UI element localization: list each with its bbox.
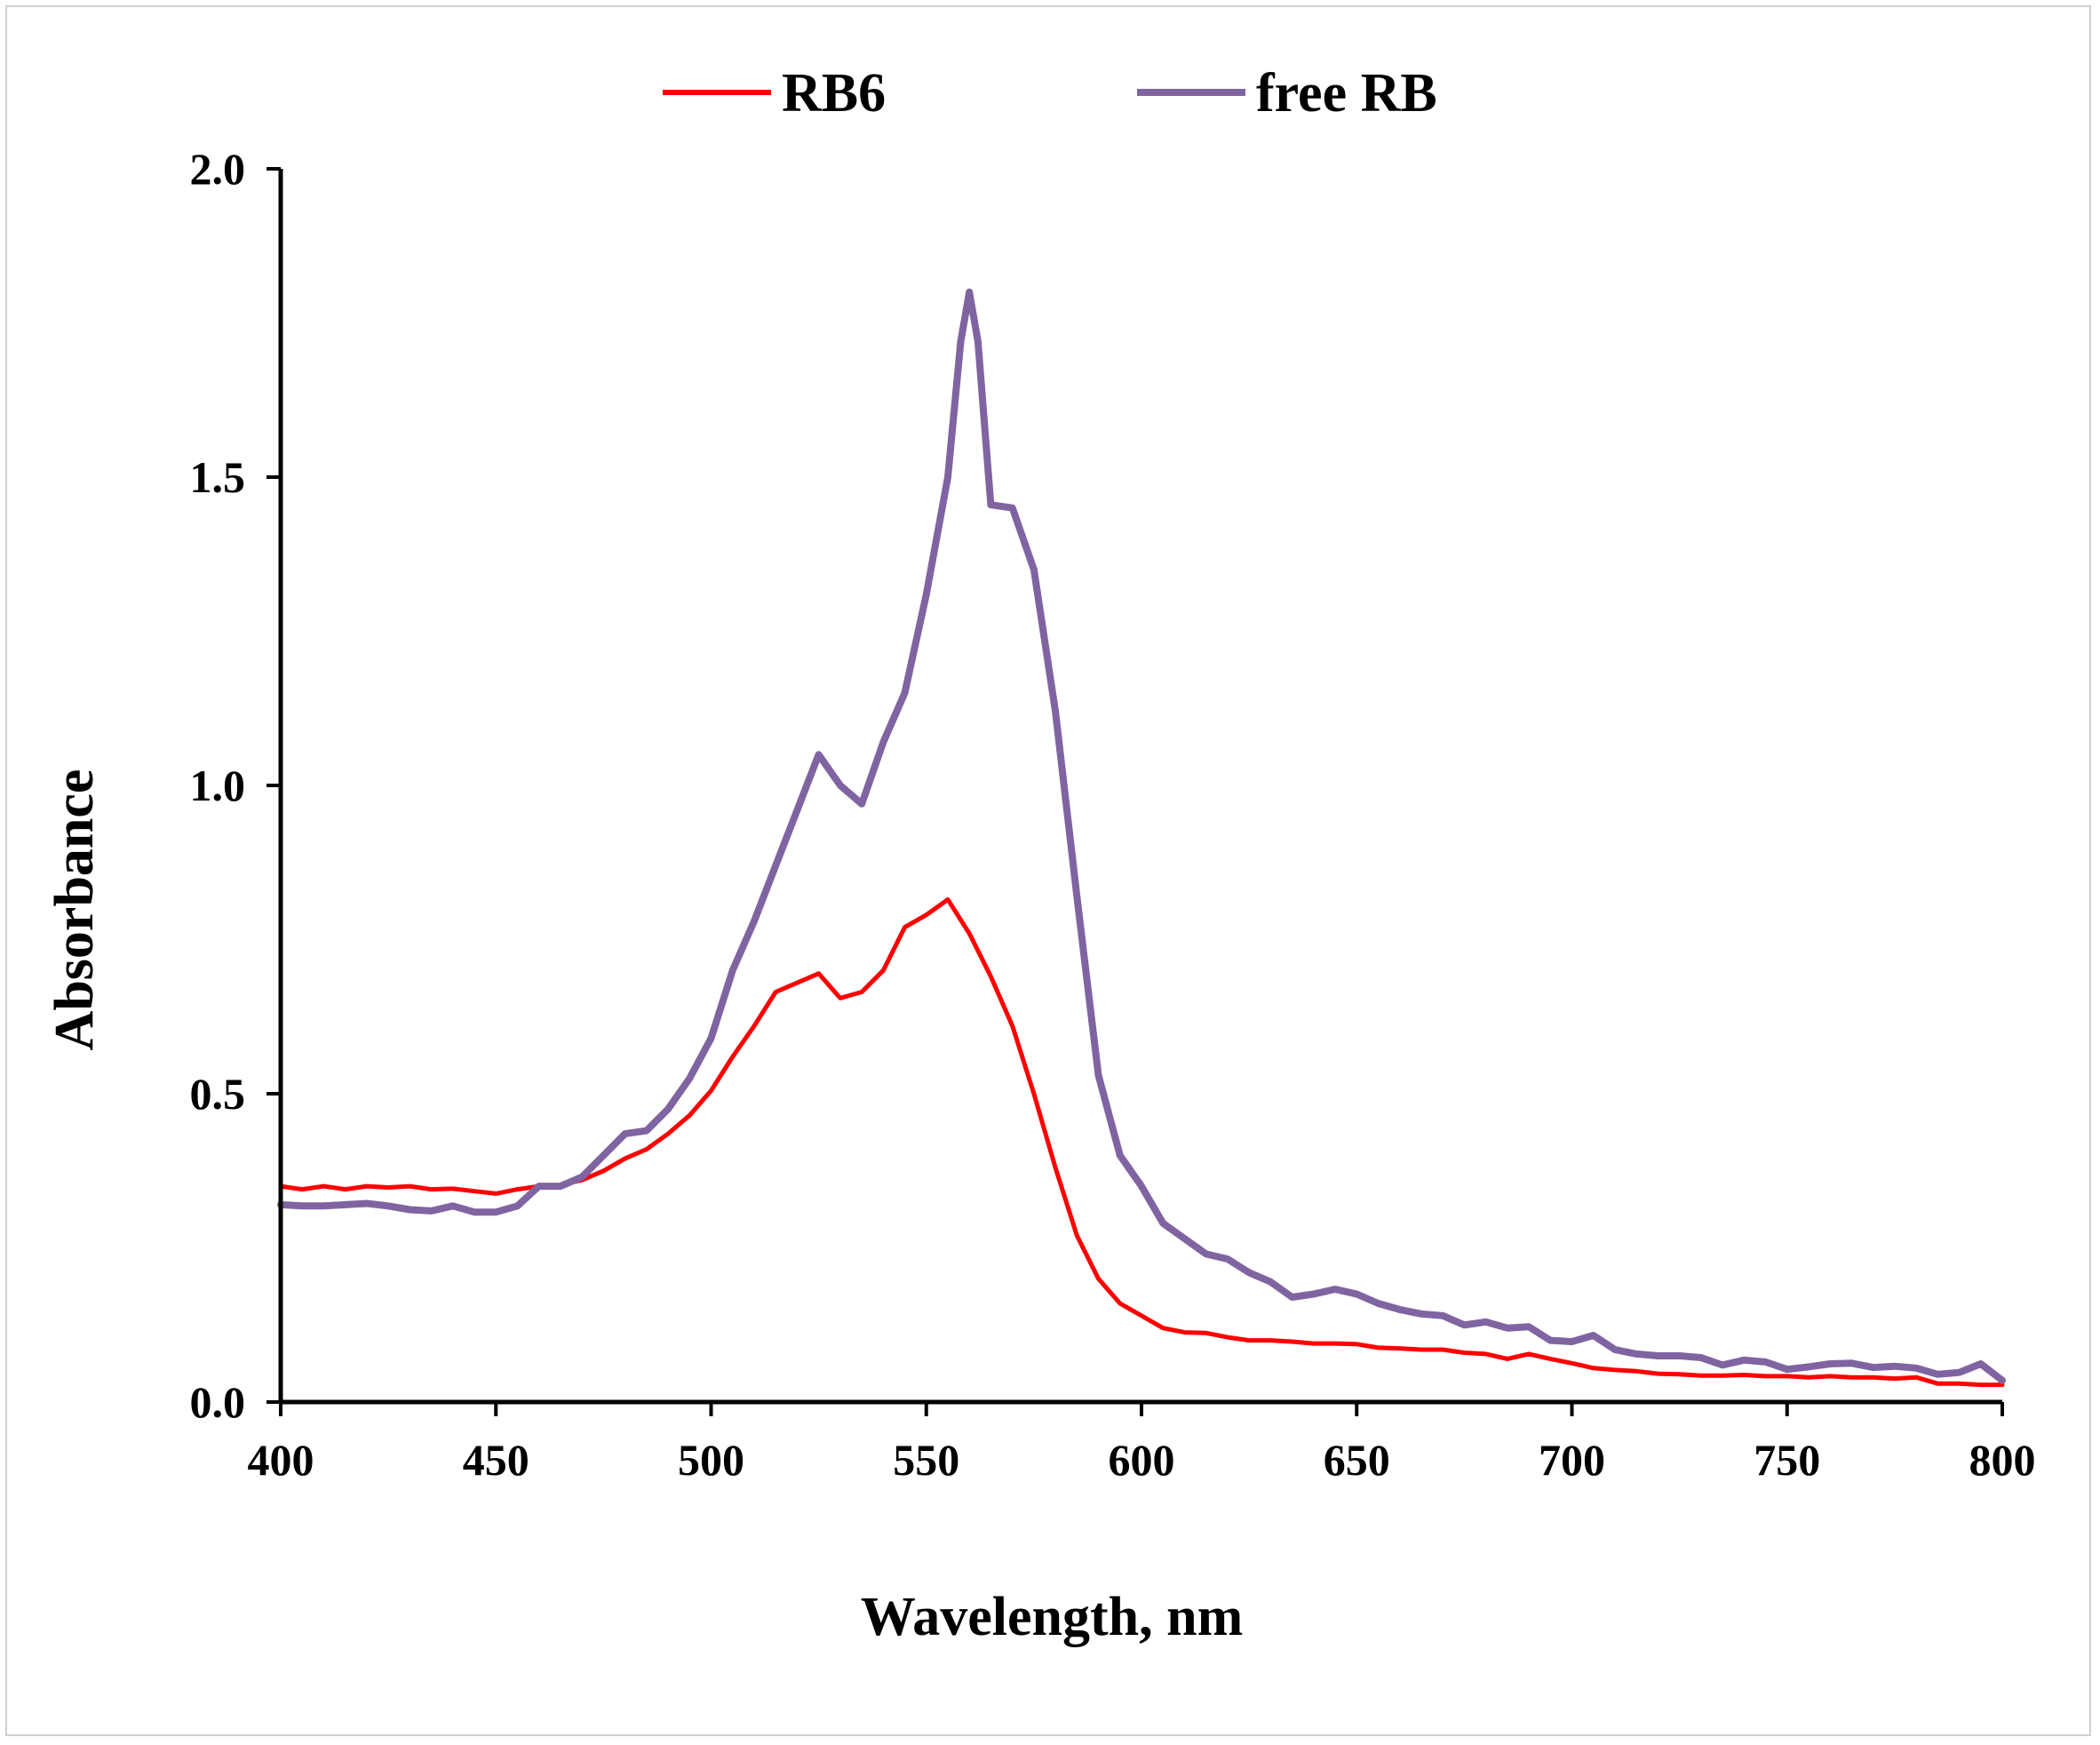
x-tick-label-500: 500: [678, 1435, 744, 1485]
y-tick-label-0.5: 0.5: [190, 1069, 246, 1119]
absorbance-chart: RB6 free RB 400 450 500 550 600 650 700 750 800 0…: [44, 63, 2036, 1647]
y-axis-title: Absorbance: [44, 769, 105, 1051]
x-tick-label-750: 750: [1754, 1435, 1820, 1485]
series-line-free-rb: [277, 288, 2006, 1384]
x-axis-title: Wavelength, nm: [861, 1587, 1244, 1647]
legend: RB6 free RB: [663, 63, 1437, 124]
x-tick-label-650: 650: [1324, 1435, 1390, 1485]
x-tick-label-800: 800: [1969, 1435, 2036, 1485]
x-tick-label-550: 550: [893, 1435, 959, 1485]
legend-label-rb6: RB6: [782, 63, 886, 124]
legend-label-free-rb: free RB: [1256, 63, 1437, 124]
y-tick-label-1.0: 1.0: [190, 761, 246, 810]
y-tick-label-2.0: 2.0: [190, 144, 246, 194]
x-tick-label-400: 400: [248, 1435, 314, 1485]
series-line-rb6: [278, 896, 2005, 1388]
plot-area: 400 450 500 550 600 650 700 750 800 0.0 0.5 1.0 1.5 2…: [190, 144, 2036, 1485]
chart-frame: RB6 free RB 400 450 500 550 600 650 700 750 800 0…: [5, 5, 2091, 1736]
x-tick-label-600: 600: [1109, 1435, 1175, 1485]
y-tick-label-1.5: 1.5: [190, 452, 246, 502]
y-tick-label-0.0: 0.0: [190, 1377, 246, 1427]
x-tick-label-700: 700: [1539, 1435, 1605, 1485]
x-tick-label-450: 450: [463, 1435, 529, 1485]
